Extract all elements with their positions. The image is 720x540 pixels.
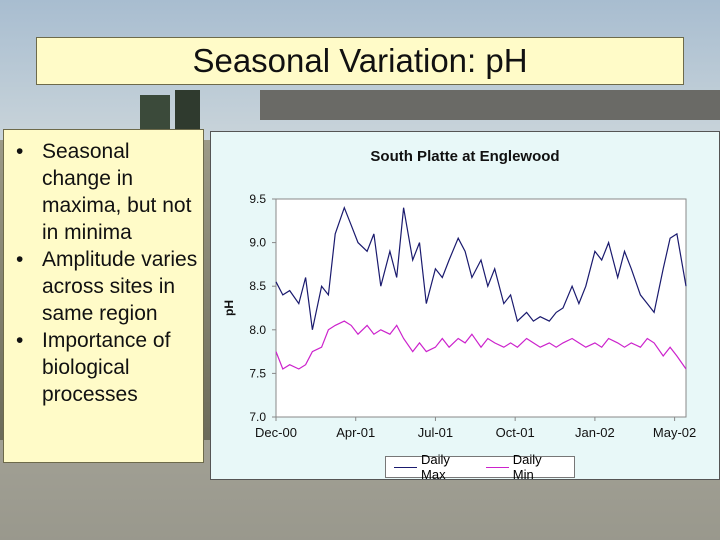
bullet-item: • Amplitude varies across sites in same r… [14,246,199,327]
chart-legend: Daily Max Daily Min [385,452,575,482]
legend-swatch-min [485,466,509,468]
bullet-dot-icon: • [16,140,24,163]
legend-swatch-max [394,466,418,468]
series-line-daily-min [275,320,687,370]
bullet-text: Importance of biological processes [42,329,171,406]
bullet-list: • Seasonal change in maxima, but not in m… [4,130,203,408]
series-line-daily-max [275,205,687,330]
x-tick-label: May-02 [653,425,696,440]
y-tick-label: 8.5 [249,279,266,293]
slide-title: Seasonal Variation: pH [192,42,528,79]
slide-title-box: Seasonal Variation: pH [36,37,684,85]
bullet-dot-icon: • [16,329,24,352]
plot-area [275,198,687,418]
x-tick-label: Jan-02 [575,425,615,440]
y-tick-label: 9.5 [249,192,266,206]
y-axis-label: pH [222,300,236,316]
chart-panel: South Platte at Englewood pH 9.5 9.0 8.5 8.0 7… [210,131,720,480]
y-tick-label: 8.0 [249,323,266,337]
bullet-dot-icon: • [16,248,24,271]
bullet-box: • Seasonal change in maxima, but not in m… [3,129,204,463]
x-tick-label: Dec-00 [255,425,297,440]
legend-label-min: Daily Min [512,452,542,482]
y-tick-label: 7.0 [249,410,266,424]
bullet-text: Amplitude varies across sites in same re… [42,248,198,325]
x-tick-label: Apr-01 [336,425,375,440]
legend-item-min: Daily Min [485,452,564,482]
x-tick-label: Oct-01 [496,425,535,440]
bullet-item: • Importance of biological processes [14,327,199,408]
chart-title: South Platte at Englewood [370,148,559,165]
y-tick-label: 7.5 [249,366,266,380]
ph-chart: South Platte at Englewood pH 9.5 9.0 8.5 8.0 7… [222,148,696,440]
legend-label-max: Daily Max [421,452,450,482]
x-tick-label: Jul-01 [418,425,453,440]
legend-item-max: Daily Max [394,452,476,482]
y-tick-label: 9.0 [249,236,266,250]
bullet-text: Seasonal change in maxima, but not in mi… [42,140,192,244]
bullet-item: • Seasonal change in maxima, but not in m… [14,138,199,246]
